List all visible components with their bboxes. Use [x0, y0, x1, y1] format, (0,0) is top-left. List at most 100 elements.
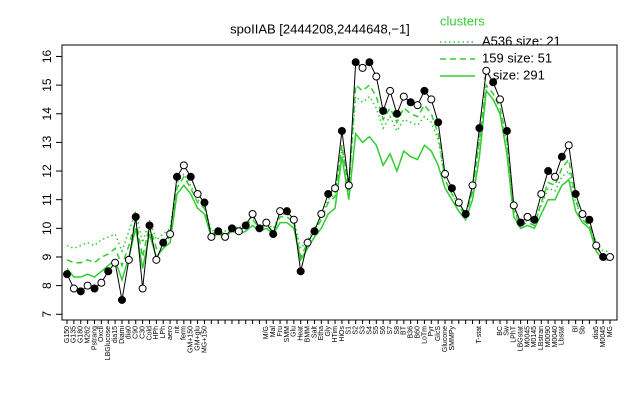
data-point	[145, 221, 154, 230]
x-tick-label: MG+150	[201, 326, 208, 353]
data-point	[186, 172, 195, 181]
x-tick-label: S6	[380, 326, 387, 335]
x-tick-label: M0045	[524, 326, 531, 348]
chart-title: spoIIAB [2444208,2444648,−1]	[230, 21, 410, 36]
data-point	[399, 92, 408, 101]
data-point	[413, 101, 422, 110]
legend-title: clusters	[440, 13, 485, 28]
x-tick-label: LBGlucose	[105, 326, 112, 360]
data-point	[523, 212, 532, 221]
x-tick-label: LBstran	[538, 326, 545, 350]
x-tick-label: Sw	[504, 325, 511, 336]
x-tick-label: S2	[353, 326, 360, 335]
x-tick-label: S1	[346, 326, 353, 335]
x-tick-label: aero	[167, 326, 174, 340]
x-tick-label: Salt	[311, 326, 318, 338]
data-point	[544, 167, 553, 176]
x-tick-label: M0145	[531, 326, 538, 348]
data-point	[131, 212, 140, 221]
legend-label: 159 size: 51	[482, 50, 552, 65]
data-point	[468, 181, 477, 190]
y-tick-label: 15	[40, 78, 54, 92]
data-point	[496, 95, 505, 104]
data-point	[441, 169, 450, 178]
data-point	[537, 189, 546, 198]
data-point	[386, 86, 395, 95]
x-tick-label: S5	[373, 326, 380, 335]
cluster-line	[66, 88, 610, 254]
data-point	[351, 58, 360, 67]
data-point	[337, 126, 346, 135]
data-point	[166, 230, 175, 239]
data-point	[530, 215, 539, 224]
data-point	[606, 252, 614, 261]
data-point	[289, 215, 298, 224]
x-tick-label: Etha	[318, 326, 325, 341]
x-tick-label: dia5	[593, 326, 600, 339]
data-point	[221, 232, 230, 241]
legend-label: A536 size: 21	[482, 33, 561, 48]
x-tick-label: Fru	[277, 326, 284, 337]
data-point	[447, 184, 456, 193]
data-point	[111, 258, 120, 267]
x-tick-label: HPh	[153, 326, 160, 340]
x-tick-label: HTim	[332, 326, 339, 343]
data-point	[324, 189, 333, 198]
data-point	[193, 189, 202, 198]
data-point	[69, 284, 78, 293]
data-point	[207, 232, 216, 241]
y-tick-label: 14	[40, 107, 54, 121]
x-tick-label: M0045	[600, 326, 607, 348]
data-point	[282, 207, 291, 216]
data-point	[269, 230, 278, 239]
x-tick-label: Glu	[291, 326, 298, 337]
y-tick-label: 11	[40, 193, 54, 206]
data-point	[172, 172, 181, 181]
x-tick-label: GM+glu	[194, 326, 201, 351]
cluster-line	[66, 88, 610, 283]
data-point	[551, 172, 560, 181]
data-point	[200, 198, 209, 207]
x-tick-label: Glucone	[442, 326, 449, 352]
data-point	[248, 210, 257, 219]
y-tick-label: 10	[40, 221, 54, 235]
data-point	[427, 95, 436, 104]
data-point	[276, 207, 285, 216]
data-point	[571, 189, 580, 198]
y-tick-label: 7	[40, 311, 54, 318]
x-tick-label: G135	[71, 326, 78, 343]
x-tick-label: Gly	[325, 326, 332, 337]
x-tick-label: GM+150	[188, 326, 195, 353]
x-tick-label: M/G	[263, 326, 270, 339]
data-point	[303, 238, 312, 247]
data-point	[159, 238, 168, 247]
data-point	[489, 78, 498, 87]
x-tick-label: LoTm	[421, 326, 428, 344]
x-tick-label: Mal	[270, 326, 277, 338]
data-point	[117, 295, 126, 304]
x-tick-label: MG	[607, 326, 614, 337]
data-point	[296, 267, 305, 276]
x-tick-label: HiOs	[339, 326, 346, 342]
data-point	[475, 124, 484, 133]
x-tick-label: G150	[64, 326, 71, 343]
data-point	[310, 227, 319, 236]
data-point	[578, 210, 587, 219]
x-tick-label: Pstrang	[91, 326, 98, 350]
data-point	[152, 255, 161, 264]
data-point	[454, 198, 463, 207]
x-tick-label: LBGstat	[517, 326, 524, 351]
data-point	[557, 152, 566, 161]
x-tick-label: LPh	[160, 326, 167, 339]
x-tick-label: M0040	[552, 326, 559, 348]
data-point	[255, 224, 264, 233]
data-point	[262, 218, 271, 227]
data-point	[83, 281, 92, 290]
data-point	[509, 201, 518, 210]
x-tick-label: GlcS	[435, 326, 442, 342]
x-tick-label: Heat	[298, 326, 305, 341]
x-tick-label: dia0	[126, 326, 133, 339]
x-tick-label: BT	[401, 325, 408, 335]
data-point	[372, 72, 381, 81]
